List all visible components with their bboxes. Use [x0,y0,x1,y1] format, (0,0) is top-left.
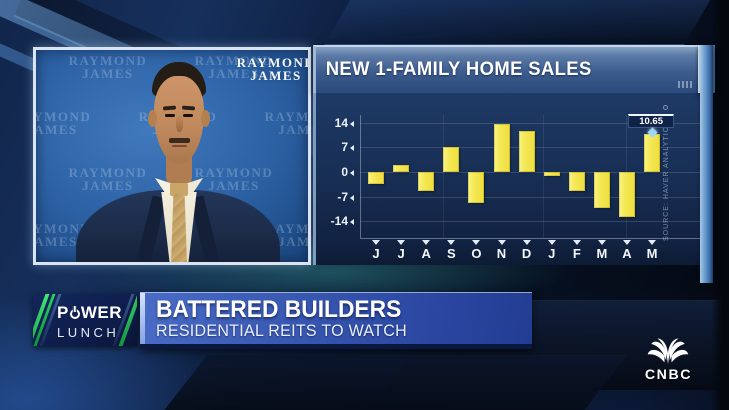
headline: BATTERED BUILDERS [156,296,402,323]
power-lunch-logo: P WER LUNCH [33,294,137,346]
x-tick-icon [648,240,657,245]
chart-title-bar: NEW 1-FAMILY HOME SALES [313,45,702,93]
x-axis-label: J [372,246,380,261]
cnbc-logo: CNBC [628,333,708,395]
x-axis-label: M [596,246,608,261]
chart-bar [368,172,384,185]
chart-title: NEW 1-FAMILY HOME SALES [325,59,592,80]
chart-bar [568,172,585,192]
chart-pillar [700,45,713,283]
y-tick-arrow-icon [350,219,354,226]
y-axis-label: 7 [324,141,354,153]
x-tick-icon [497,240,506,245]
y-tick-arrow-icon [350,145,354,152]
cnbc-wordmark: CNBC [644,367,692,382]
x-axis-label: J [397,246,405,261]
guest-tie [171,194,187,262]
guest-speaker [36,50,308,262]
gridline-horizontal [360,196,700,198]
cnbc-peacock-icon [647,338,689,365]
y-tick-arrow-icon [350,120,354,127]
x-axis-label: A [622,246,632,261]
power-icon [69,309,80,319]
x-axis-label: F [572,246,581,261]
chart-bar [393,165,410,172]
gridline-horizontal [360,172,700,173]
chart-bar [418,172,435,191]
y-axis-line [360,115,361,238]
show-name-power: P WER [57,303,123,322]
x-tick-icon [422,240,431,245]
x-tick-icon [522,240,531,245]
x-tick-icon [397,240,406,245]
x-axis-label: J [548,246,556,261]
x-axis-label: N [496,246,507,261]
chart-bar [493,124,510,172]
y-axis-label: -14 [324,215,354,227]
y-axis-label: -7 [324,191,354,203]
y-axis-label: 14 [324,117,354,129]
chart-plot: SOURCE: HAVER ANALYTICS 14 7 0 -7 -14 J J A S O N D… [313,93,702,265]
last-value-flag: 10.65 [628,114,675,129]
gridline-horizontal [360,122,700,124]
y-tick-arrow-icon [350,170,354,176]
chart-bar [468,172,485,204]
guest-video-feed: RAYMONDJAMESRAYMONDJAMESRAYMONDJAMESRAYM… [33,47,311,265]
gridline-horizontal [360,221,700,223]
gridline-vertical [543,115,544,238]
x-axis-line [360,238,700,239]
x-axis-label: O [471,246,482,261]
chart-bar [543,172,560,176]
source-bug-dot [663,105,668,110]
chart-bar [518,130,535,172]
studio-beam [324,0,716,45]
x-tick-icon [372,240,380,245]
x-axis-label: S [446,246,456,261]
lower-third-banner: BATTERED BUILDERS RESIDENTIAL REITS TO W… [140,292,532,349]
chart-bar [644,134,661,172]
x-tick-icon [597,240,606,245]
x-tick-icon [447,240,456,245]
title-bar-tick-marks [678,81,694,88]
subheadline: RESIDENTIAL REITS TO WATCH [156,322,407,340]
y-tick-arrow-icon [350,194,354,201]
x-axis-label: D [521,246,532,261]
chart-bar [593,172,610,209]
chart-bar [619,172,635,218]
x-tick-icon [472,240,481,245]
show-name-lunch: LUNCH [57,325,120,340]
x-tick-icon [572,240,581,245]
x-axis-label: A [421,246,431,261]
gridline-vertical [443,115,444,238]
chart-bar [443,147,460,172]
studio-floor-beam [152,355,628,410]
x-tick-icon [547,240,556,245]
y-axis-label: 0 [324,166,354,178]
x-axis-label: M [646,246,658,261]
x-tick-icon [623,240,631,245]
backdrop-watermark-bright: RAYMOND JAMES [236,55,311,83]
